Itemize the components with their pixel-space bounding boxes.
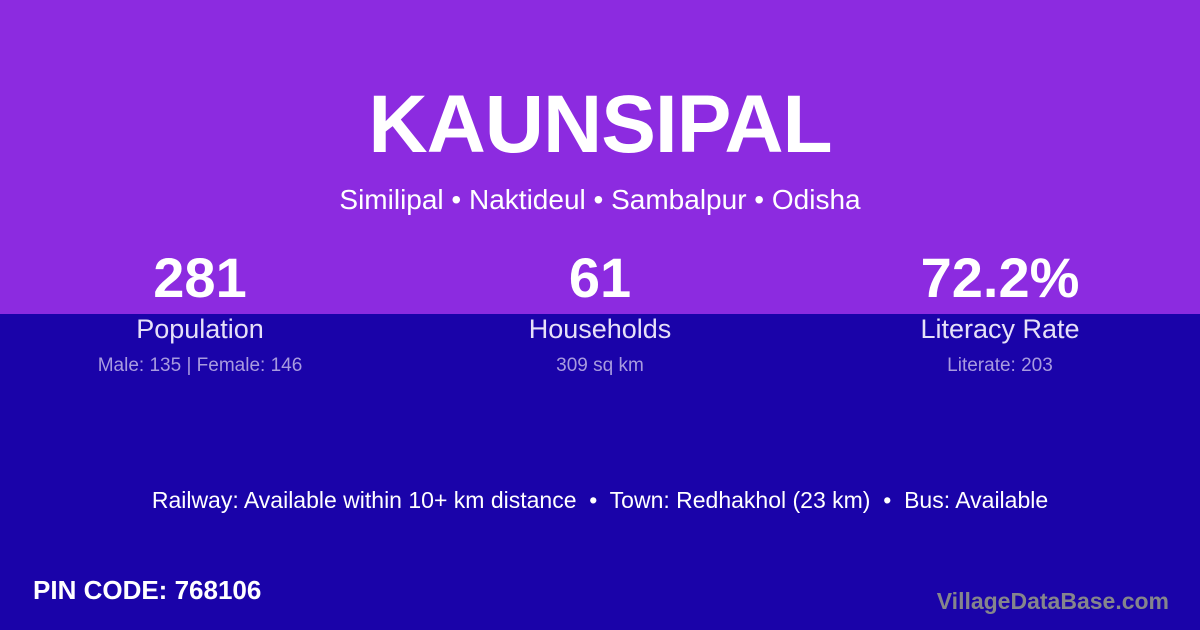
stats-row: 281 Population Male: 135 | Female: 146 6… [0, 246, 1200, 376]
stat-households: 61 Households 309 sq km [400, 246, 800, 376]
population-detail: Male: 135 | Female: 146 [97, 355, 303, 376]
header-section [0, 0, 1200, 314]
households-detail: 309 sq km [556, 355, 644, 376]
population-label: Population [136, 314, 264, 344]
households-value: 61 [568, 246, 632, 309]
literacy-detail: Literate: 203 [947, 355, 1053, 376]
literacy-label: Literacy Rate [920, 314, 1080, 344]
pin-code: PIN CODE: 768106 [33, 575, 262, 605]
stat-population: 281 Population Male: 135 | Female: 146 [0, 246, 400, 376]
literacy-value: 72.2% [920, 246, 1080, 309]
households-label: Households [528, 314, 672, 344]
population-value: 281 [153, 246, 247, 309]
village-title: KAUNSIPAL [368, 79, 832, 170]
village-location-breadcrumb: Similipal • Naktideul • Sambalpur • Odis… [339, 184, 861, 215]
stat-literacy: 72.2% Literacy Rate Literate: 203 [800, 246, 1200, 376]
transport-info-line: Railway: Available within 10+ km distanc… [151, 487, 1049, 513]
site-watermark: VillageDataBase.com [936, 588, 1169, 614]
